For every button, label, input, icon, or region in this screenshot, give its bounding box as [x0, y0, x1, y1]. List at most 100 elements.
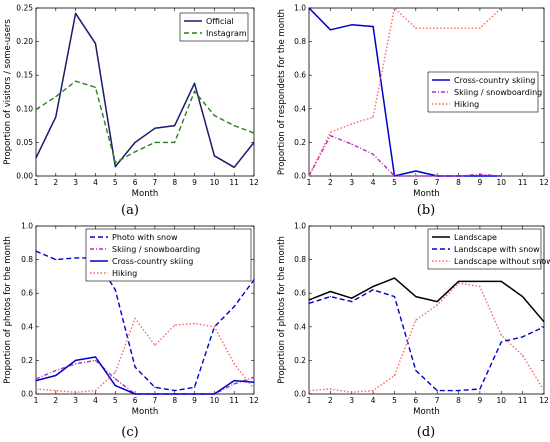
panel-label: (a)	[121, 203, 139, 218]
data-point	[393, 277, 396, 279]
data-point	[55, 369, 57, 372]
y-tick-label: 0.05	[16, 138, 33, 147]
data-point	[213, 326, 215, 328]
y-tick-label: 0.00	[16, 172, 33, 181]
y-tick-label: 0.15	[16, 71, 33, 80]
data-point	[308, 302, 310, 304]
x-tick-label: 12	[249, 396, 259, 405]
series-line	[35, 12, 255, 169]
data-point	[55, 259, 57, 261]
data-point	[500, 7, 502, 9]
legend: Cross-country skiing Skiing / snowboardin…	[427, 71, 542, 113]
y-tick-label: 0.0	[294, 172, 306, 181]
data-point	[114, 165, 116, 168]
x-tick-label: 12	[539, 178, 549, 187]
data-point	[134, 151, 136, 153]
x-axis-label: Month	[413, 189, 440, 199]
series-line	[308, 135, 502, 177]
x-tick-label: 2	[328, 396, 333, 405]
y-tick-label: 0.6	[294, 71, 306, 80]
data-point	[94, 43, 97, 45]
data-point	[457, 390, 460, 392]
x-tick-label: 3	[349, 396, 354, 405]
data-point	[479, 173, 481, 175]
data-point	[329, 295, 331, 298]
x-tick-label: 6	[133, 178, 138, 187]
x-tick-label: 8	[172, 178, 177, 187]
x-tick-label: 9	[478, 178, 483, 187]
data-point	[134, 141, 136, 143]
data-point	[174, 125, 176, 127]
x-tick-label: 10	[210, 396, 220, 405]
data-point	[308, 390, 310, 392]
data-point	[114, 385, 116, 387]
data-point	[174, 393, 176, 395]
data-point	[55, 116, 57, 118]
data-point	[94, 359, 97, 361]
data-point	[308, 7, 310, 9]
data-point	[114, 378, 116, 380]
x-tick-label: 1	[34, 178, 39, 187]
data-point	[154, 127, 156, 129]
data-point	[154, 141, 156, 143]
data-point	[436, 175, 438, 177]
x-tick-label: 5	[392, 396, 397, 405]
x-tick-label: 2	[328, 178, 333, 187]
data-point	[154, 344, 156, 346]
data-point	[436, 27, 438, 29]
x-tick-label: 1	[307, 178, 312, 187]
x-tick-label: 6	[413, 396, 418, 405]
data-point	[308, 175, 310, 177]
data-point	[253, 376, 255, 378]
data-point	[415, 27, 417, 29]
legend-entry: Hiking	[112, 269, 137, 278]
legend-entry: Skiing / snowboarding	[112, 245, 200, 254]
y-tick-label: 1.0	[294, 4, 306, 13]
y-axis-label: Proportion of visitors / some-users	[3, 19, 13, 165]
x-tick-label: 6	[133, 396, 138, 405]
series-line	[308, 289, 545, 392]
x-tick-label: 11	[518, 396, 528, 405]
legend-entry: Official	[206, 17, 234, 26]
data-point	[134, 366, 136, 368]
chart-panel: 1 2 3 4 5 6 7 8 9 10 11 120.00.20.40.60.81.0MonthPr…	[277, 4, 549, 219]
data-point	[415, 295, 417, 298]
y-tick-label: 0.8	[21, 255, 33, 264]
x-tick-label: 4	[93, 178, 98, 187]
data-point	[415, 170, 417, 172]
legend-entry: Landscape without snow	[454, 257, 550, 266]
data-point	[35, 379, 37, 382]
legend-entry: Landscape	[454, 233, 497, 242]
data-point	[351, 143, 353, 145]
y-tick-label: 0.6	[21, 289, 33, 298]
x-tick-label: 7	[153, 396, 158, 405]
data-point	[174, 390, 176, 392]
data-point	[543, 326, 545, 328]
y-tick-label: 0.0	[294, 390, 306, 399]
y-tick-label: 0.8	[294, 255, 306, 264]
x-tick-label: 5	[392, 178, 397, 187]
data-point	[457, 27, 460, 29]
data-point	[436, 301, 438, 303]
x-tick-label: 11	[229, 396, 239, 405]
x-tick-label: 10	[496, 396, 506, 405]
data-point	[393, 7, 396, 9]
data-point	[351, 24, 353, 26]
data-point	[35, 250, 37, 252]
x-tick-label: 7	[435, 396, 440, 405]
data-point	[479, 388, 481, 390]
y-tick-label: 1.0	[294, 222, 306, 231]
data-point	[35, 108, 37, 111]
x-axis-label: Month	[132, 189, 159, 199]
data-point	[500, 175, 502, 177]
data-point	[436, 390, 438, 392]
data-point	[233, 166, 235, 168]
data-point	[500, 280, 502, 283]
x-tick-label: 9	[192, 178, 197, 187]
legend: Official Instagram	[179, 12, 249, 42]
y-axis-label: Proportion of respondets for the month	[277, 9, 287, 175]
data-point	[351, 297, 353, 299]
legend-box	[179, 12, 249, 42]
x-tick-label: 10	[210, 178, 220, 187]
